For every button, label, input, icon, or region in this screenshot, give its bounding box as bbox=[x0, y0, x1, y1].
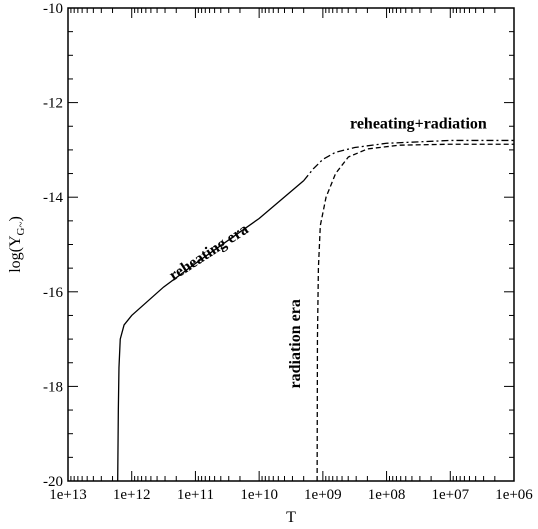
y-tick-label: -16 bbox=[43, 285, 63, 301]
annotation-label: reheating era bbox=[166, 221, 251, 285]
x-tick-label: 1e+09 bbox=[304, 487, 342, 503]
series-solid-line bbox=[117, 180, 305, 482]
x-axis-label: T bbox=[286, 509, 296, 526]
tick-labels-group: 1e+13 1e+12 1e+11 1e+10 1e+09 1e+08 1e+07 1e+06… bbox=[43, 1, 533, 503]
x-tick-label: 1e+12 bbox=[113, 487, 151, 503]
y-axis-label: log(YG~) bbox=[7, 216, 27, 273]
x-tick-label: 1e+11 bbox=[177, 487, 214, 503]
ticks-group bbox=[67, 7, 515, 482]
y-tick-label: -12 bbox=[43, 96, 63, 112]
y-tick-label: -10 bbox=[43, 1, 63, 17]
y-tick-label: -14 bbox=[43, 190, 63, 206]
series-dashdot-line bbox=[303, 139, 514, 182]
plot-frame bbox=[67, 7, 515, 482]
series-dashed-line bbox=[316, 143, 514, 482]
x-tick-label: 1e+10 bbox=[240, 487, 278, 503]
y-tick-label: -18 bbox=[43, 379, 63, 395]
x-tick-label: 1e+07 bbox=[431, 487, 469, 503]
y-tick-label: -20 bbox=[43, 474, 63, 490]
x-tick-label: 1e+13 bbox=[49, 487, 87, 503]
x-tick-label: 1e+08 bbox=[368, 487, 406, 503]
annotations-group: reheating era reheating+radiation radiatio… bbox=[166, 116, 487, 389]
annotation-label: radiation era bbox=[287, 299, 304, 388]
annotation-label: reheating+radiation bbox=[350, 116, 487, 133]
x-tick-label: 1e+06 bbox=[495, 487, 533, 503]
curves-group bbox=[117, 139, 514, 482]
